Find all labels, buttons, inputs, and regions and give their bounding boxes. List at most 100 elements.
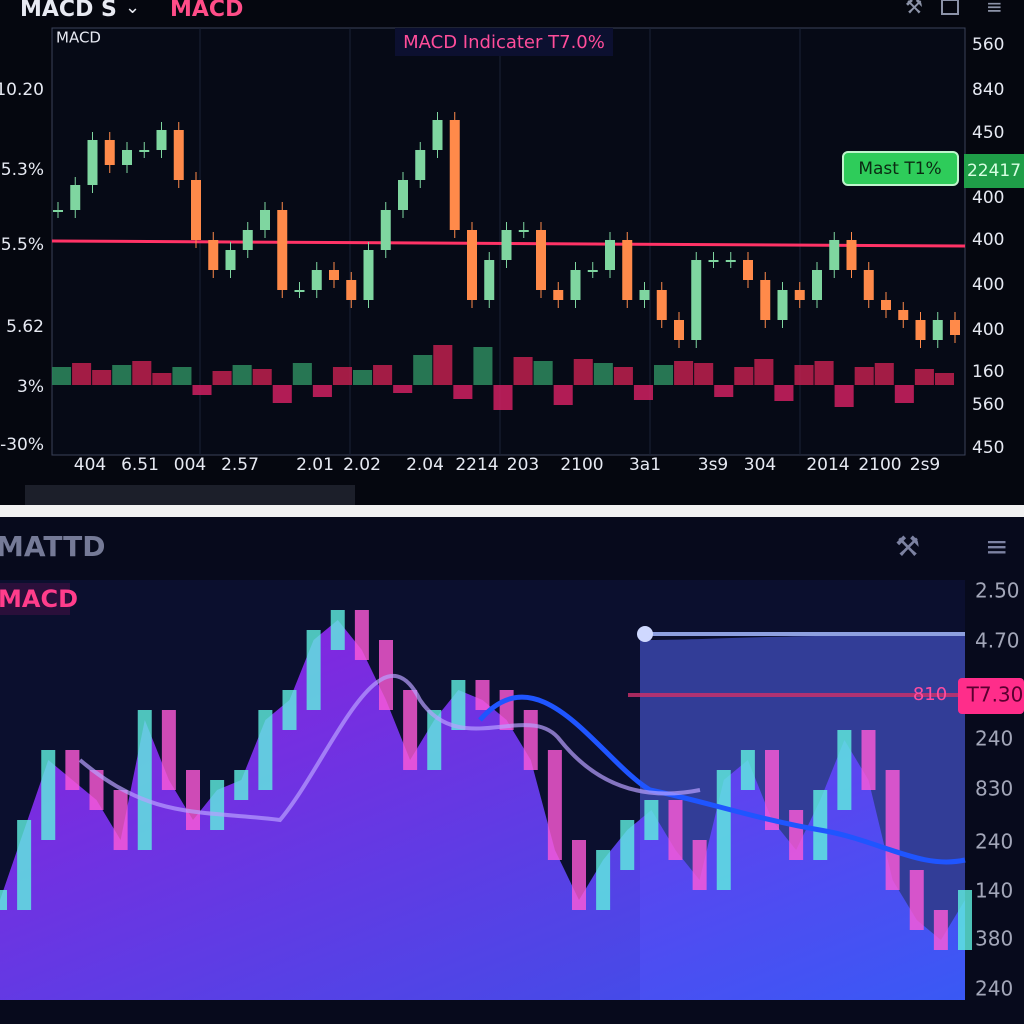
right-axis-label: 830 [975,777,1013,801]
histogram-bar [493,385,513,410]
right-axis-label: 840 [972,80,1004,100]
tool-icon-2[interactable]: ⚒ [895,530,920,563]
left-axis-label: 5.5% [1,235,44,255]
candle [137,710,152,850]
candle [553,290,564,300]
x-axis-label: 2014 [806,455,849,475]
right-axis-label: 400 [972,230,1004,250]
right-axis-label: 450 [972,438,1004,458]
x-axis-label: 2.57 [221,455,259,475]
top-tab[interactable]: MACD [170,0,243,22]
candle [881,300,891,310]
candle [909,870,924,930]
histogram-bar [192,385,212,395]
candle [354,610,369,660]
candle [17,820,32,910]
histogram-bar [132,361,152,385]
histogram-bar [754,359,774,385]
candle [161,710,176,790]
menu-icon[interactable]: ≡ [986,0,1003,19]
candle [225,250,236,270]
candle [863,270,874,300]
tool-icon[interactable]: ⚒ [905,0,923,19]
candle [950,320,960,335]
histogram-bar [874,363,894,385]
candle [398,180,408,210]
bottom-tab[interactable]: MACD [0,585,78,613]
histogram-bar [914,369,934,385]
candle [644,800,659,840]
x-axis-label: 004 [174,455,206,475]
level-dot [637,626,653,642]
right-axis-label: 380 [975,927,1013,951]
candle [330,610,345,650]
x-axis-label: 2.04 [406,455,444,475]
candle [725,260,736,262]
histogram-bar [112,365,132,385]
candle [708,260,719,262]
candle [475,680,490,710]
candle [789,810,804,860]
left-axis-label: 5.62 [6,317,44,337]
bottom-title: MATTD [0,530,105,563]
candle [415,150,426,180]
candle [156,130,167,150]
candle [451,680,466,730]
histogram-bar [373,365,393,385]
candle [501,230,512,260]
candle [740,750,755,790]
histogram-bar [834,385,854,407]
histogram-bar [573,359,593,385]
candle [191,180,201,240]
x-axis-label: 304 [744,455,776,475]
candle [622,240,633,300]
badge-value: 22417 [967,161,1021,181]
histogram-bar [714,385,734,397]
candle [113,790,128,850]
candle [41,750,56,840]
candle [70,185,81,210]
candle [885,770,900,890]
chart-label: MACD [56,29,101,47]
candle [536,230,546,290]
right-axis-label: 160 [972,362,1004,382]
candle [363,250,374,300]
candle [668,800,683,860]
x-axis-label: 2.01 [296,455,334,475]
histogram-bar [52,367,72,385]
histogram-bar [613,367,633,385]
right-axis-label: 450 [972,123,1004,143]
histogram-bar [513,357,533,385]
candle [639,290,650,300]
bottom-tab-bg [0,583,70,615]
histogram-bar [894,385,914,403]
candle [691,260,702,340]
x-axis-label: 2.02 [343,455,381,475]
right-axis-label: 400 [972,320,1004,340]
indicator-bg [395,28,613,56]
candle [743,260,753,280]
candle [277,210,288,290]
candle [87,140,98,185]
candle [260,210,270,230]
histogram-bar [934,373,954,385]
right-axis-label: 4.70 [975,629,1020,653]
histogram-bar [152,373,172,385]
menu-icon-2[interactable]: ≡ [985,530,1008,563]
left-axis-label: 15.3% [0,160,44,180]
candle [242,230,253,250]
candle [846,240,857,270]
candle [234,770,249,800]
chevron[interactable]: ⌄ [125,0,140,18]
candle [829,240,840,270]
candle [777,290,788,320]
histogram-bar [433,345,453,385]
copy-icon[interactable] [941,0,959,15]
scrollbar[interactable] [25,485,355,505]
candle [794,290,805,300]
candle [467,230,477,300]
candle [53,210,63,212]
candle [812,270,822,300]
candle [104,140,115,165]
